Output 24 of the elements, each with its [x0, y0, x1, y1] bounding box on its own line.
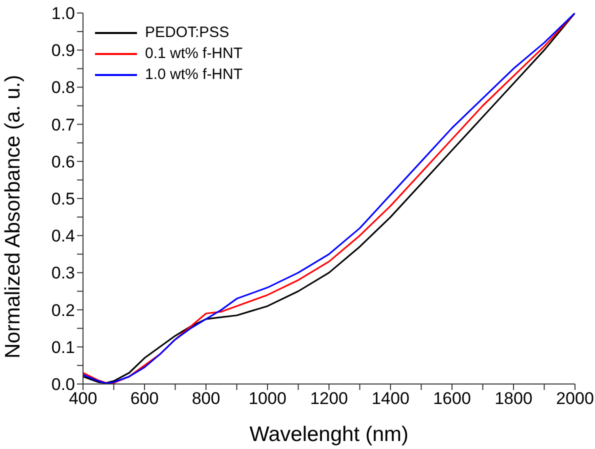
x-tick-label: 800	[192, 389, 220, 408]
y-tick-label: 0.2	[51, 300, 75, 320]
y-tick-label: 0.3	[51, 264, 75, 283]
x-axis-title: Wavelenght (nm)	[249, 423, 409, 446]
x-tick-label: 1000	[248, 389, 286, 408]
x-tick-label: 1400	[372, 389, 410, 408]
y-tick-label: 0.6	[51, 152, 75, 172]
x-tick-label: 1200	[310, 389, 348, 408]
y-tick-label: 0.9	[51, 41, 75, 60]
y-tick-label: 0.5	[51, 190, 75, 209]
y-axis-title: Normalized Absorbance (a. u.)	[1, 74, 24, 358]
x-tick-label: 400	[68, 389, 98, 408]
y-tick-label: 1.0	[51, 4, 75, 24]
legend-label: 1.0 wt% f-HNT	[145, 66, 243, 83]
y-tick-label: 0.1	[51, 338, 75, 357]
x-tick-label: 1800	[494, 389, 532, 408]
y-tick-label: 0.7	[51, 115, 75, 134]
legend-label: PEDOT:PSS	[145, 24, 230, 41]
x-tick-label: 1600	[433, 389, 471, 408]
x-tick-label: 2000	[556, 389, 594, 408]
y-tick-label: 0.4	[51, 226, 75, 246]
x-tick-label: 600	[130, 389, 159, 408]
legend-label: 0.1 wt% f-HNT	[145, 45, 243, 62]
y-tick-label: 0.8	[51, 78, 75, 98]
